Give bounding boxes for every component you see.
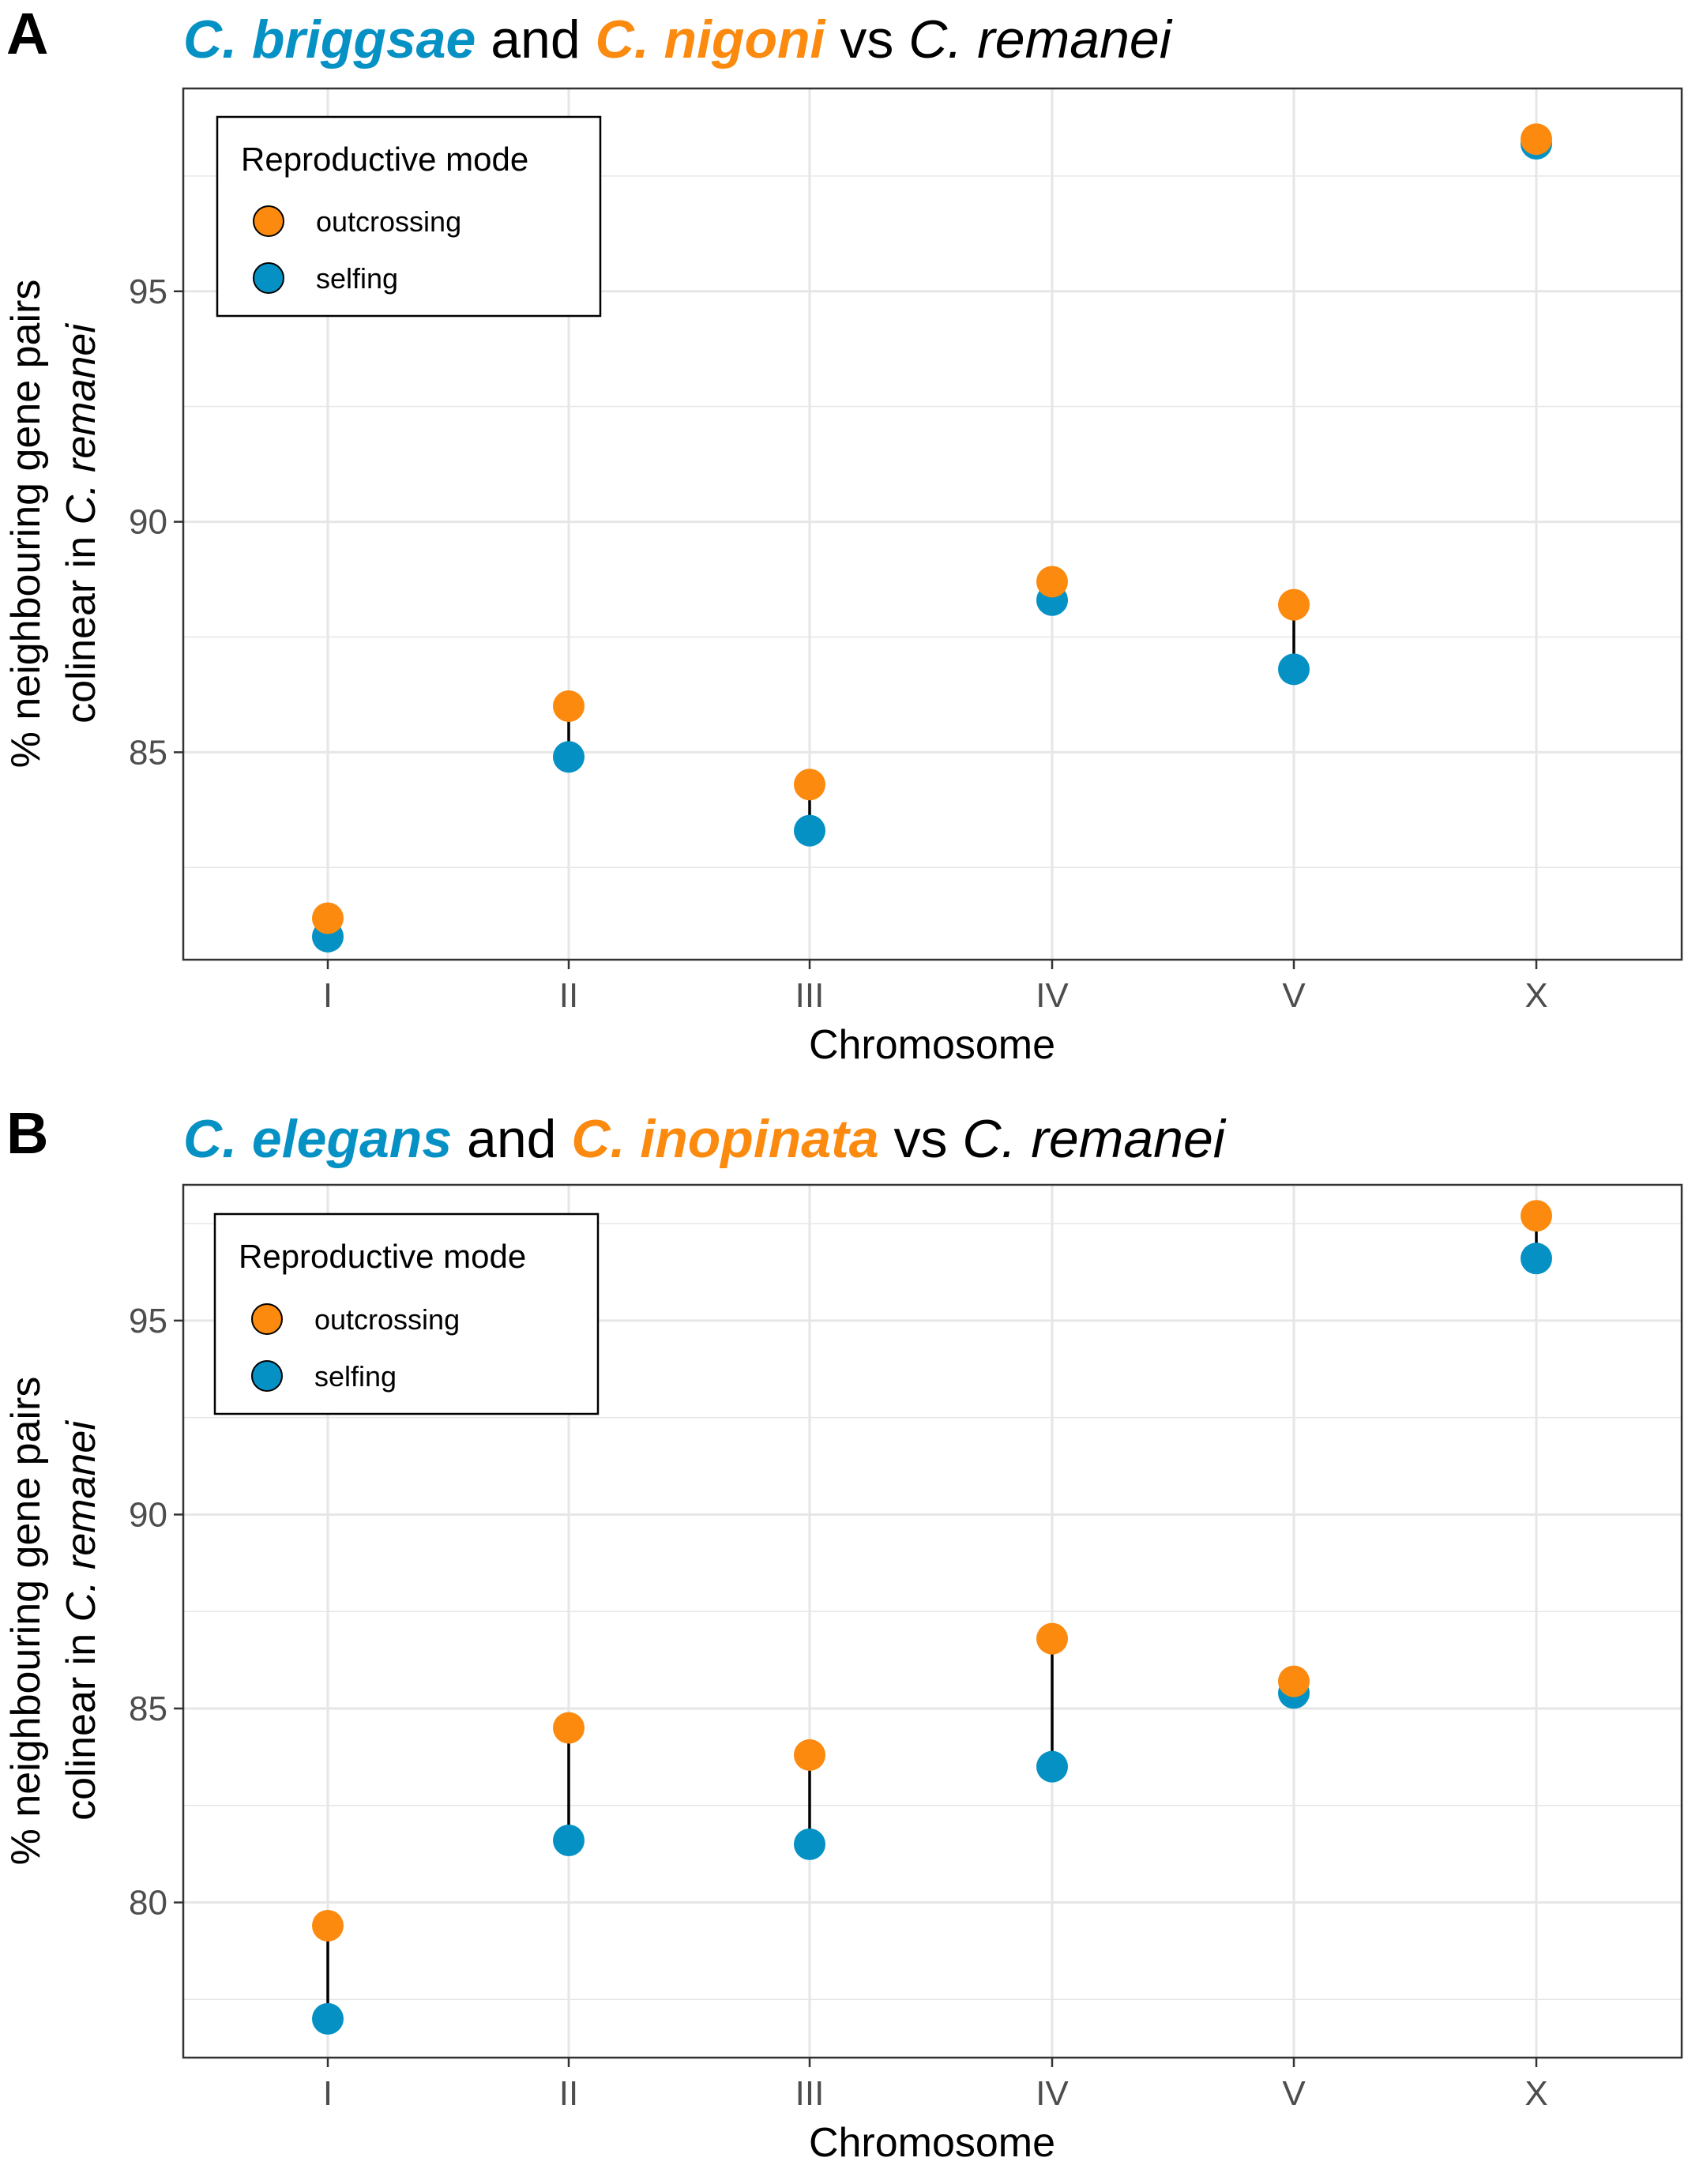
panel-a-title-and: and [491, 9, 580, 70]
panel-b-legend-outcrossing-swatch [251, 1303, 283, 1335]
panel-b-x-tick-label: V [1282, 2074, 1306, 2113]
panel-a-point-selfing-III [794, 814, 825, 847]
panel-a-legend-selfing-label: selfing [316, 262, 398, 295]
panel-b-title-vs: vs [893, 1109, 947, 1169]
panel-a-y-tick-label: 90 [129, 503, 167, 542]
panel-b-plot-border [182, 1183, 1683, 2059]
panel-a-x-tick-label: III [795, 976, 825, 1015]
panel-a-y-tick-label: 85 [129, 733, 167, 772]
panel-b-legend-title: Reproductive mode [239, 1238, 526, 1275]
panel-a-title-selfing-species: C. briggsae [183, 9, 476, 70]
panel-b-x-tick-label: I [323, 2074, 333, 2113]
panel-b-y-axis-title-species: C. remanei [58, 1420, 104, 1622]
panel-b-y-axis-title-line2: colinear in C. remanei [58, 1420, 104, 1821]
panel-b-y-axis-title-prefix: colinear in [58, 1622, 104, 1820]
panel-a-y-axis-title-species: C. remanei [58, 323, 104, 525]
panel-a-x-axis-title: Chromosome [809, 1022, 1055, 1068]
panel-a-plot-border [182, 87, 1683, 961]
panel-b-point-outcrossing-II [553, 1712, 585, 1744]
panel-a-y-axis-title-prefix: colinear in [58, 524, 104, 723]
panel-a-point-outcrossing-I [312, 902, 344, 934]
panel-b-title-outcrossing-species: C. inopinata [571, 1109, 878, 1169]
panel-b-x-tick-label: II [559, 2074, 578, 2113]
panel-a-legend-selfing-swatch [253, 262, 284, 294]
panel-a-point-selfing-V [1278, 653, 1310, 686]
panel-b-x-tick-label: IV [1036, 2074, 1069, 2113]
panel-b-title: C. elegans and C. inopinata vs C. remane… [183, 1109, 1227, 1169]
panel-a-point-outcrossing-III [794, 769, 825, 801]
panel-b-title-ref-species: C. remanei [962, 1109, 1226, 1169]
panel-b-x-ticks: I II III IV V X [323, 2058, 1548, 2113]
panel-a-points [312, 123, 1552, 953]
panel-b-legend-outcrossing-label: outcrossing [314, 1303, 460, 1336]
panel-b-point-selfing-III [794, 1828, 825, 1860]
panel-b-y-tick-label: 90 [129, 1495, 167, 1534]
panel-a-x-ticks: I II III IV V X [323, 960, 1548, 1015]
panel-b-x-axis-title: Chromosome [809, 2120, 1055, 2166]
panel-b-point-outcrossing-X [1521, 1200, 1552, 1232]
panel-a: A C. briggsae and C. nigoni vs C. remane… [3, 1, 1683, 1068]
panel-a-title-outcrossing-species: C. nigoni [596, 9, 827, 70]
panel-b-y-ticks: 80 85 90 95 [129, 1302, 183, 1923]
panel-b-point-selfing-X [1521, 1242, 1552, 1275]
panel-b-title-and: and [467, 1109, 556, 1169]
panel-a-legend-outcrossing-swatch [253, 205, 284, 237]
panel-b: B C. elegans and C. inopinata vs C. rema… [3, 1100, 1683, 2166]
panel-a-point-outcrossing-IV [1036, 566, 1068, 598]
panel-a-point-outcrossing-V [1278, 588, 1310, 621]
panel-a-legend-title: Reproductive mode [241, 141, 528, 178]
panel-a-y-tick-label: 95 [129, 273, 167, 311]
panel-b-grid [183, 1185, 1682, 2058]
panel-a-x-tick-label: X [1524, 976, 1547, 1015]
panel-b-letter: B [6, 1100, 48, 1166]
panel-a-x-tick-label: II [559, 976, 578, 1015]
panel-b-point-selfing-I [312, 2002, 344, 2035]
panel-b-legend-selfing-swatch [251, 1360, 283, 1392]
panel-a-title: C. briggsae and C. nigoni vs C. remanei [183, 9, 1173, 70]
panel-a-x-tick-label: V [1282, 976, 1306, 1015]
panel-a-legend: Reproductive mode outcrossing selfing [216, 115, 602, 318]
panel-a-y-axis-title: % neighbouring gene pairs colinear in C.… [3, 280, 104, 769]
panel-b-point-outcrossing-III [794, 1739, 825, 1771]
panel-a-x-tick-label: I [323, 976, 333, 1015]
panel-b-y-axis-title-line1: % neighbouring gene pairs [3, 1377, 49, 1866]
panel-b-point-outcrossing-IV [1036, 1622, 1068, 1655]
panel-b-y-tick-label: 80 [129, 1884, 167, 1923]
panel-b-title-selfing-species: C. elegans [183, 1109, 452, 1169]
panel-b-x-tick-label: X [1524, 2074, 1547, 2113]
panel-a-y-axis-title-line2: colinear in C. remanei [58, 323, 104, 724]
panel-b-point-outcrossing-V [1278, 1665, 1310, 1697]
panel-a-point-outcrossing-X [1521, 123, 1552, 156]
panel-b-point-selfing-II [553, 1824, 585, 1856]
panel-b-points [312, 1200, 1552, 2035]
panel-a-point-outcrossing-II [553, 690, 585, 723]
panel-b-y-axis-title: % neighbouring gene pairs colinear in C.… [3, 1377, 104, 1866]
panel-a-legend-outcrossing-label: outcrossing [316, 205, 461, 238]
panel-b-y-tick-label: 95 [129, 1302, 167, 1340]
panel-b-legend-selfing-label: selfing [314, 1360, 397, 1393]
panel-b-legend: Reproductive mode outcrossing selfing [213, 1212, 600, 1415]
panel-b-y-tick-label: 85 [129, 1690, 167, 1728]
panel-a-title-vs: vs [840, 9, 893, 70]
panel-b-point-outcrossing-I [312, 1910, 344, 1942]
panel-a-y-ticks: 85 90 95 [129, 273, 183, 772]
panel-a-point-selfing-II [553, 741, 585, 773]
panel-a-letter: A [6, 1, 48, 66]
panel-a-y-axis-title-line1: % neighbouring gene pairs [3, 280, 49, 769]
panel-b-point-selfing-IV [1036, 1750, 1068, 1783]
panel-a-x-tick-label: IV [1036, 976, 1069, 1015]
panel-b-x-tick-label: III [795, 2074, 825, 2113]
panel-a-title-ref-species: C. remanei [908, 9, 1172, 70]
